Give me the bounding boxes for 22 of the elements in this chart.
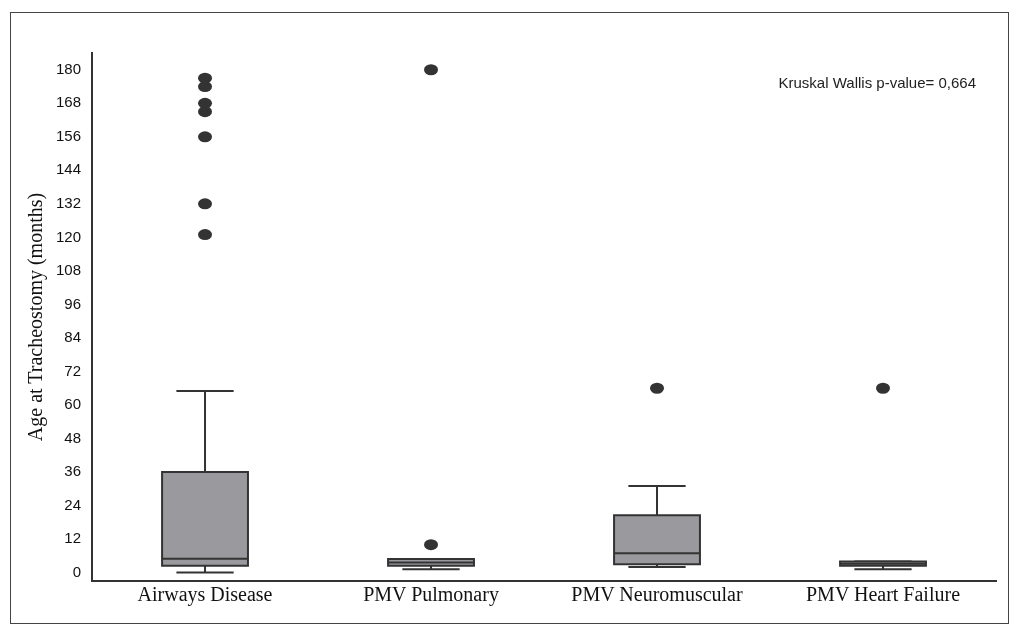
y-tick-label: 60: [64, 395, 82, 413]
y-tick-label: 144: [56, 160, 82, 178]
x-tick-label: Airways Disease: [137, 583, 273, 607]
y-axis-title: Age at Tracheostomy (months): [24, 192, 48, 442]
y-tick-label: 24: [64, 495, 82, 513]
y-tick-label: 168: [56, 93, 82, 111]
y-tick-label: 108: [56, 261, 82, 279]
y-tick-label: 132: [56, 194, 82, 211]
y-tick-label: 72: [64, 361, 82, 379]
y-tick-label: 84: [64, 328, 82, 346]
y-tick-label: 36: [64, 462, 82, 480]
y-tick-label: 156: [56, 126, 82, 144]
x-tick-label: PMV Heart Failure: [805, 583, 961, 606]
y-tick-label: 12: [64, 529, 82, 547]
y-tick-label: 180: [56, 59, 82, 77]
x-tick-label: PMV Pulmonary: [363, 583, 499, 607]
y-tick-label: 0: [72, 562, 82, 580]
y-tick-label: 96: [64, 294, 82, 312]
annotation: Kruskal Wallis p-value= 0,664: [778, 74, 976, 91]
y-tick-label: 48: [64, 428, 82, 446]
y-tick-label: 120: [56, 227, 82, 245]
x-tick-label: PMV Neuromuscular: [571, 583, 743, 606]
